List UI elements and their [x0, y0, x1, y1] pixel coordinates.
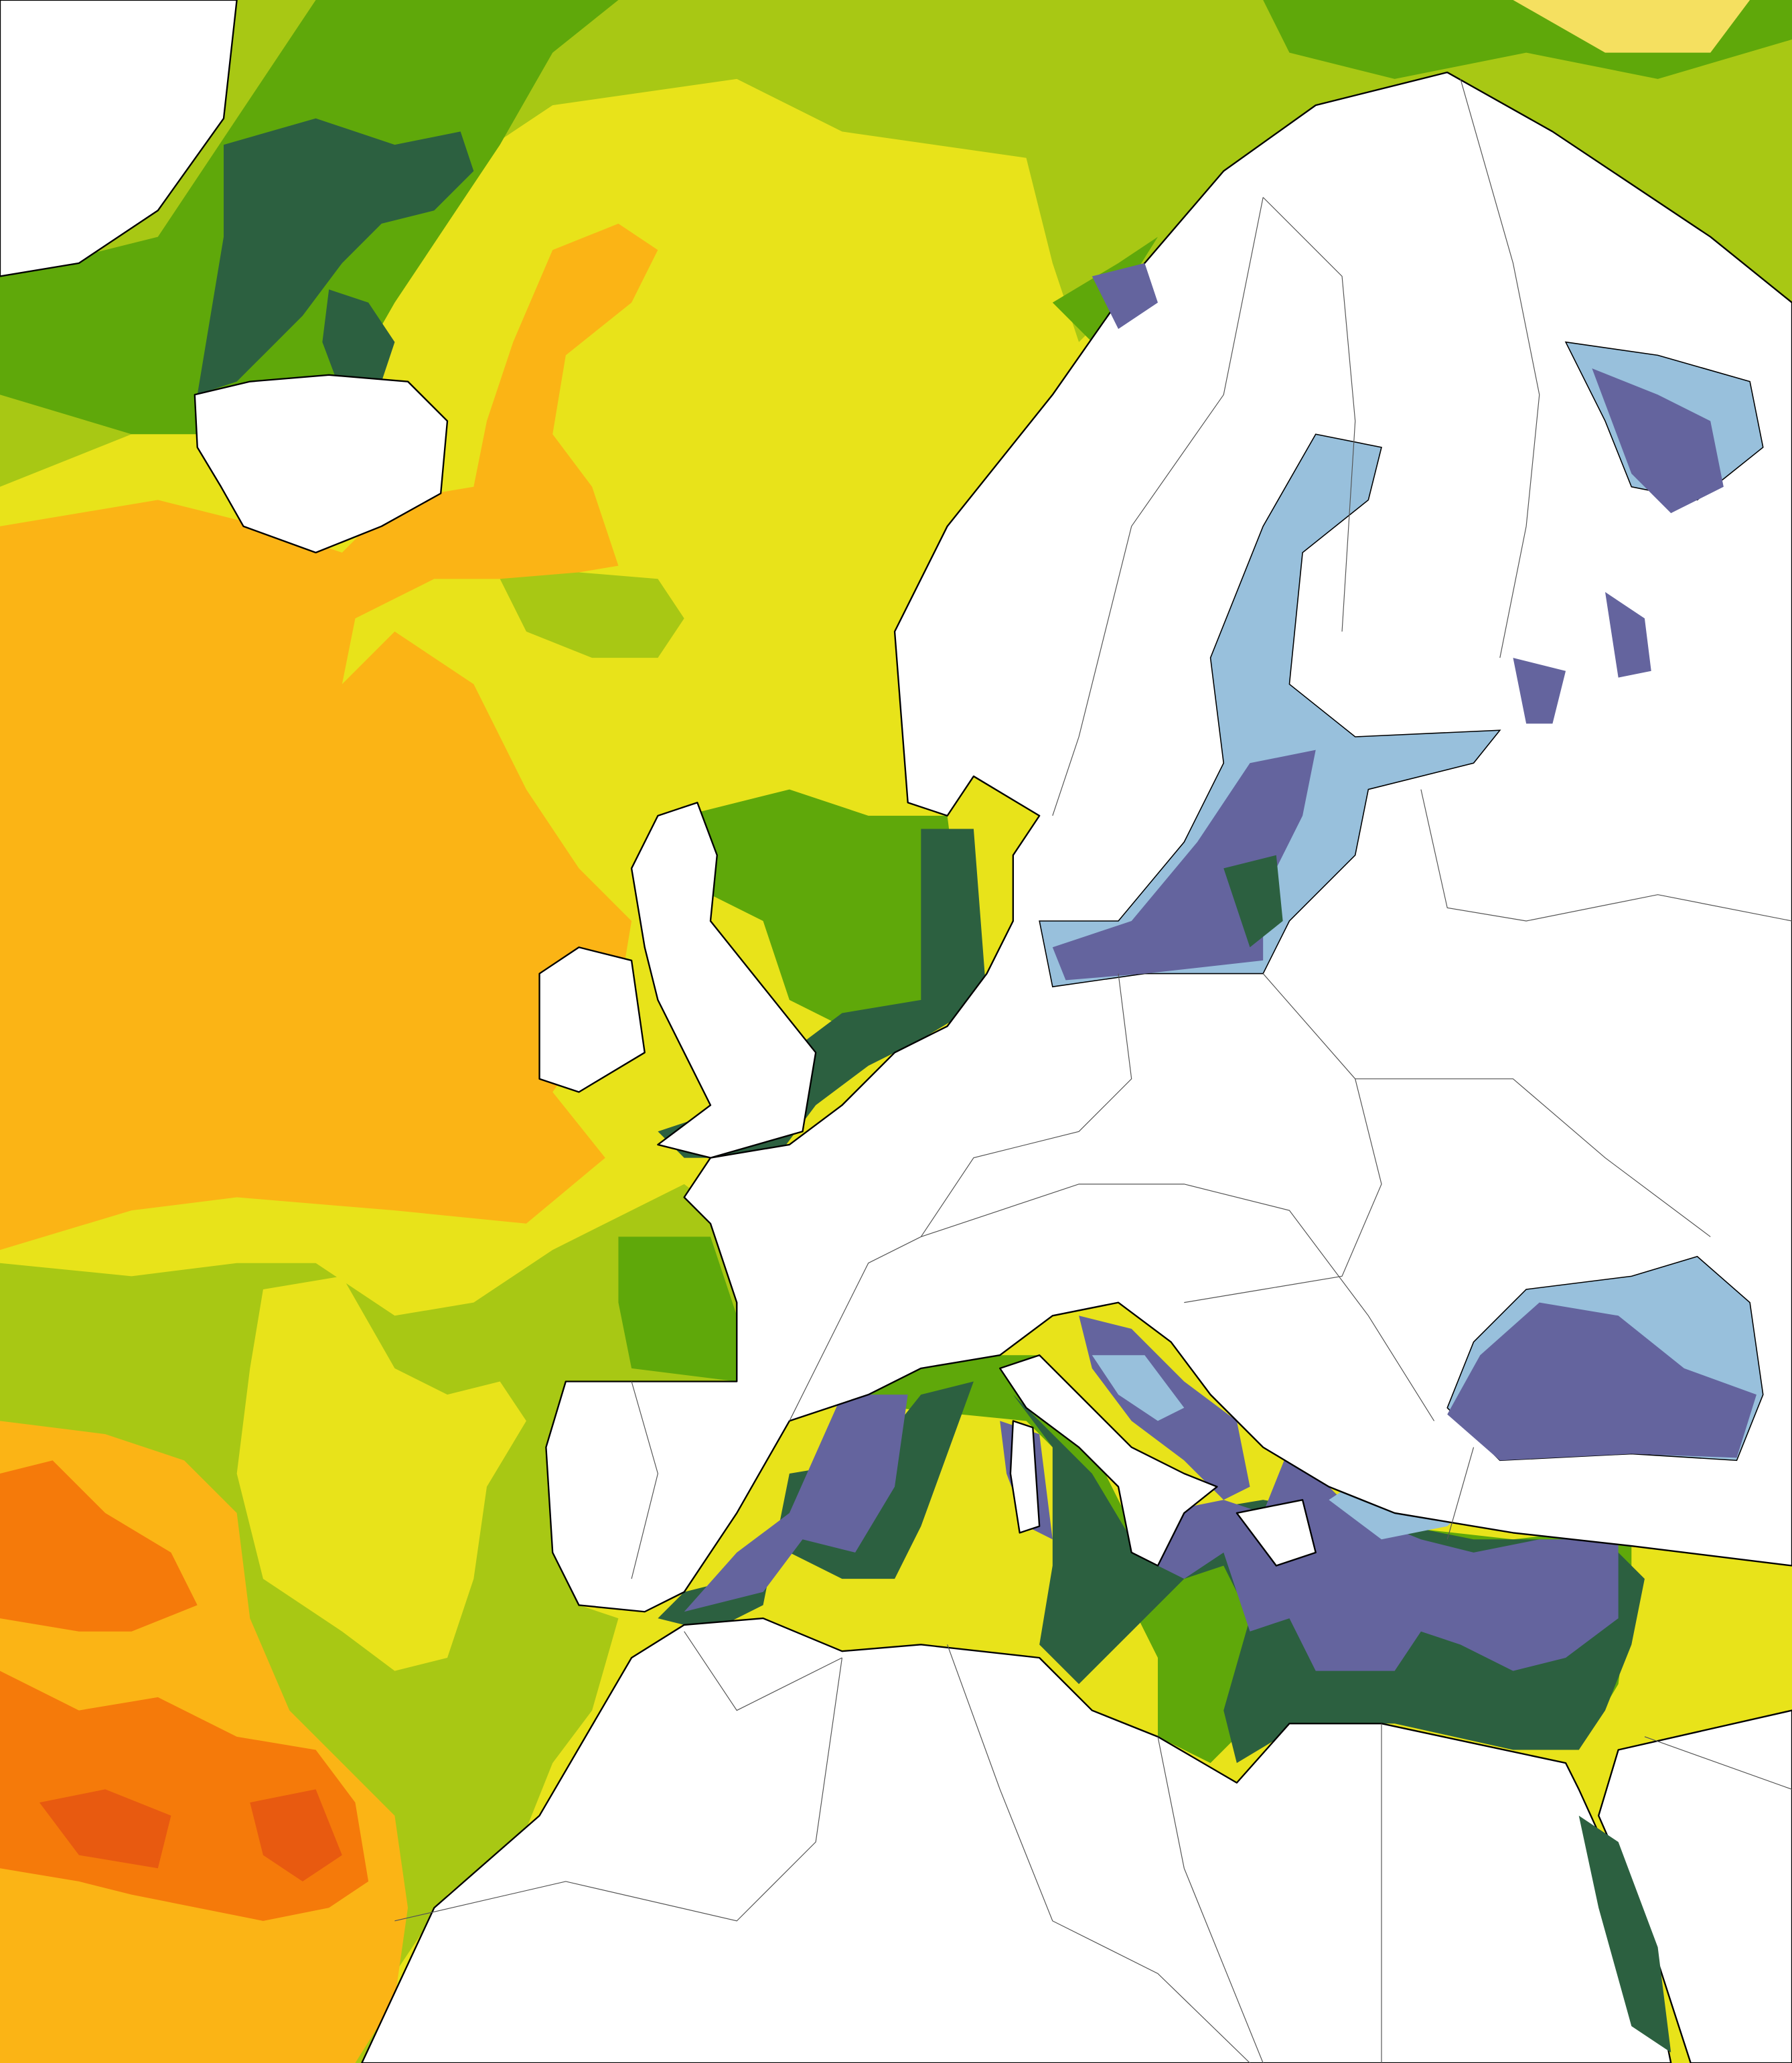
- inland-seas: [1039, 263, 1764, 2053]
- borders: [394, 78, 1792, 2063]
